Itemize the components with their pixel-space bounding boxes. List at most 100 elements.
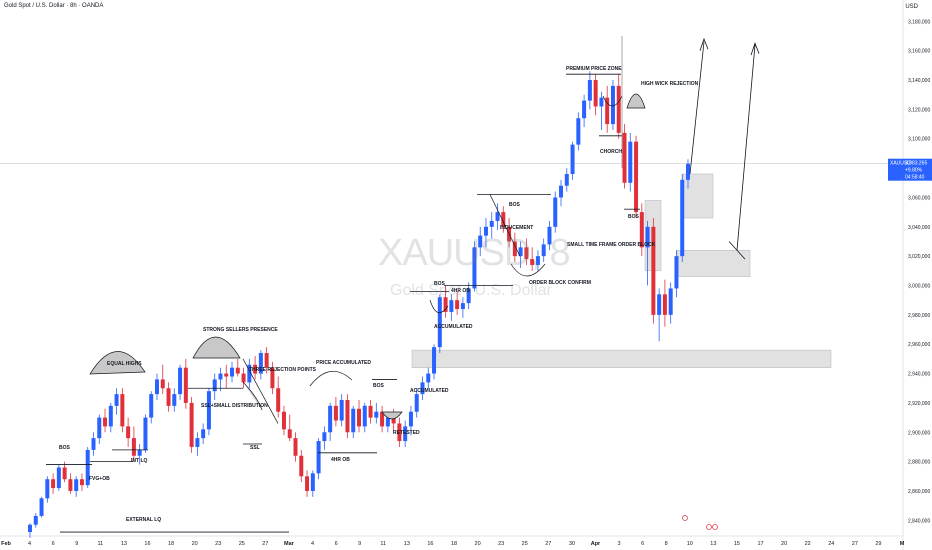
candle-body bbox=[437, 297, 442, 348]
candle-body bbox=[674, 256, 679, 289]
candle-body bbox=[247, 364, 252, 383]
candle-body bbox=[28, 524, 32, 533]
candle-body bbox=[472, 247, 477, 289]
label-chorch: CHORCH bbox=[600, 149, 622, 155]
candle-body bbox=[564, 173, 569, 186]
y-tick-label: 3,000,000 bbox=[908, 284, 930, 290]
x-tick-label: 30 bbox=[569, 541, 575, 547]
x-tick-label: Apr bbox=[591, 541, 601, 547]
candle-body bbox=[328, 405, 333, 433]
label-equal-highs: EQUAL HIGHS bbox=[107, 361, 142, 367]
x-tick-label: 25 bbox=[522, 541, 528, 547]
x-tick-label: 4 bbox=[311, 541, 314, 547]
candle-body bbox=[333, 405, 338, 421]
candle-body bbox=[362, 405, 367, 427]
label-premium-zone: PREMIUM PRICE ZONE bbox=[566, 66, 622, 72]
x-tick-label: 6 bbox=[335, 541, 338, 547]
y-tick-label: 3,140,000 bbox=[908, 78, 930, 84]
candle-body bbox=[460, 303, 465, 309]
label-inducement: INDUCEMENT bbox=[500, 225, 533, 231]
candle-body bbox=[380, 411, 385, 427]
candle-body bbox=[172, 394, 177, 406]
candle-body bbox=[264, 353, 269, 368]
x-tick-label: 27 bbox=[262, 541, 268, 547]
candle-body bbox=[149, 394, 154, 418]
price-tag-symbol: XAUUSD bbox=[890, 161, 911, 167]
sellers-hump bbox=[192, 336, 241, 359]
event-icon bbox=[706, 524, 712, 530]
candle-body bbox=[391, 417, 396, 424]
y-tick-label: 2,840,000 bbox=[908, 518, 930, 524]
label-small-tf-ob: SMALL TIME FRAME ORDER BLOCK bbox=[567, 242, 656, 248]
y-tick-label: 3,060,000 bbox=[908, 195, 930, 201]
candle-body bbox=[582, 100, 587, 119]
candle-body bbox=[276, 388, 281, 412]
candle-body bbox=[56, 467, 61, 489]
x-tick-label: 18 bbox=[451, 541, 457, 547]
y-tick-label: 3,100,000 bbox=[908, 137, 930, 143]
y-tick-label: 3,120,000 bbox=[908, 107, 930, 113]
candle-body bbox=[178, 367, 183, 395]
candle-body bbox=[478, 235, 483, 248]
candle-body bbox=[501, 212, 506, 227]
candle-body bbox=[495, 212, 500, 221]
candle-body bbox=[305, 476, 310, 491]
x-tick-label: 20 bbox=[781, 541, 787, 547]
candle-body bbox=[39, 498, 44, 516]
candle-body bbox=[524, 247, 529, 260]
candle-body bbox=[397, 423, 402, 442]
equal-highs-hump bbox=[89, 351, 146, 375]
x-tick-label: 9 bbox=[358, 541, 361, 547]
label-retested: RETESTED bbox=[393, 430, 420, 436]
y-tick-label: 2,960,000 bbox=[908, 342, 930, 348]
candle-body bbox=[351, 408, 356, 433]
inducement-diagonal bbox=[489, 194, 521, 257]
projection-arrow-1 bbox=[689, 41, 705, 175]
candle-body bbox=[518, 247, 523, 257]
candle-body bbox=[357, 408, 361, 427]
candle-body bbox=[160, 379, 165, 389]
candle-body bbox=[668, 288, 673, 315]
symbol-header[interactable]: Gold Spot / U.S. Dollar · 8h · OANDA bbox=[4, 3, 104, 9]
candle-body bbox=[154, 379, 159, 395]
candle-body bbox=[455, 300, 460, 309]
x-tick-label: 23 bbox=[498, 541, 504, 547]
accumulated-arc bbox=[309, 371, 353, 387]
candle-body bbox=[645, 226, 650, 248]
candle-body bbox=[634, 141, 639, 213]
label-strong-sellers: STRONG SELLERS PRESENCE bbox=[203, 327, 278, 333]
label-ssl: SSL bbox=[250, 445, 260, 451]
candle-body bbox=[368, 405, 373, 418]
candle-body bbox=[230, 367, 235, 377]
candle-body bbox=[593, 80, 598, 107]
candle-body bbox=[559, 185, 564, 198]
label-three-rejection: THREE REJECTION POINTS bbox=[249, 367, 317, 373]
candle-body bbox=[426, 373, 431, 383]
accumulated-arc-2 bbox=[429, 299, 449, 314]
candle-body bbox=[605, 97, 610, 125]
candle-body bbox=[374, 411, 379, 418]
x-tick-label: 11 bbox=[380, 541, 386, 547]
y-tick-label: 3,040,000 bbox=[908, 225, 930, 231]
candle-body bbox=[639, 212, 644, 248]
x-tick-label: Mar bbox=[284, 541, 295, 547]
candle-body bbox=[680, 179, 685, 257]
candle-body bbox=[281, 411, 286, 430]
candle-body bbox=[345, 399, 350, 433]
candle-body bbox=[68, 479, 73, 491]
demand-zone-main bbox=[411, 349, 832, 368]
x-tick-label: 27 bbox=[852, 541, 858, 547]
price-tag-price: 3,083.265 bbox=[905, 161, 927, 167]
candle-body bbox=[201, 429, 206, 439]
candle-body bbox=[299, 455, 304, 477]
candle-body bbox=[91, 438, 96, 450]
arrowhead-2 bbox=[750, 42, 760, 56]
candle-body bbox=[293, 438, 298, 456]
candle-body bbox=[622, 132, 627, 183]
zone-small-tf-order-block bbox=[676, 250, 751, 277]
label-bos-3: BOS bbox=[434, 281, 446, 287]
currency-label: USD bbox=[905, 4, 918, 10]
label-accumulated-1: ACCUMULATED bbox=[410, 388, 449, 394]
x-tick-label: 17 bbox=[757, 541, 763, 547]
